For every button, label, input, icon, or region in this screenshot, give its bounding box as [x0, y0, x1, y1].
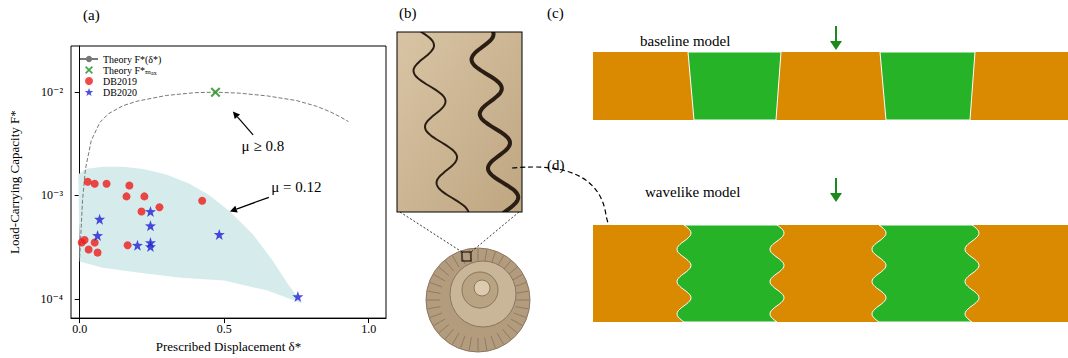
svg-text:(d): (d) — [547, 157, 565, 174]
svg-text:(a): (a) — [83, 7, 100, 24]
svg-text:1.0: 1.0 — [361, 322, 376, 336]
svg-text:10⁻³: 10⁻³ — [41, 188, 63, 202]
svg-text:baseline model: baseline model — [640, 33, 730, 49]
svg-text:μ = 0.12: μ = 0.12 — [271, 179, 321, 195]
svg-text:Theory F*ₘₐₓ: Theory F*ₘₐₓ — [103, 65, 157, 76]
svg-text:Prescribed Displacement δ*: Prescribed Displacement δ* — [156, 339, 301, 354]
svg-text:0.0: 0.0 — [72, 322, 87, 336]
svg-text:μ ≥ 0.8: μ ≥ 0.8 — [242, 138, 285, 154]
svg-text:DB2019: DB2019 — [103, 76, 137, 87]
svg-text:Theory F*(δ*): Theory F*(δ*) — [103, 53, 162, 65]
svg-text:wavelike model: wavelike model — [645, 184, 740, 200]
svg-text:(c): (c) — [547, 5, 564, 22]
svg-text:(b): (b) — [399, 5, 417, 22]
svg-text:0.5: 0.5 — [217, 322, 232, 336]
svg-text:10⁻⁴: 10⁻⁴ — [40, 292, 63, 306]
svg-text:Load-Carrying Capacity F*: Load-Carrying Capacity F* — [7, 110, 22, 254]
svg-text:DB2020: DB2020 — [103, 87, 137, 98]
svg-text:10⁻²: 10⁻² — [41, 85, 63, 99]
